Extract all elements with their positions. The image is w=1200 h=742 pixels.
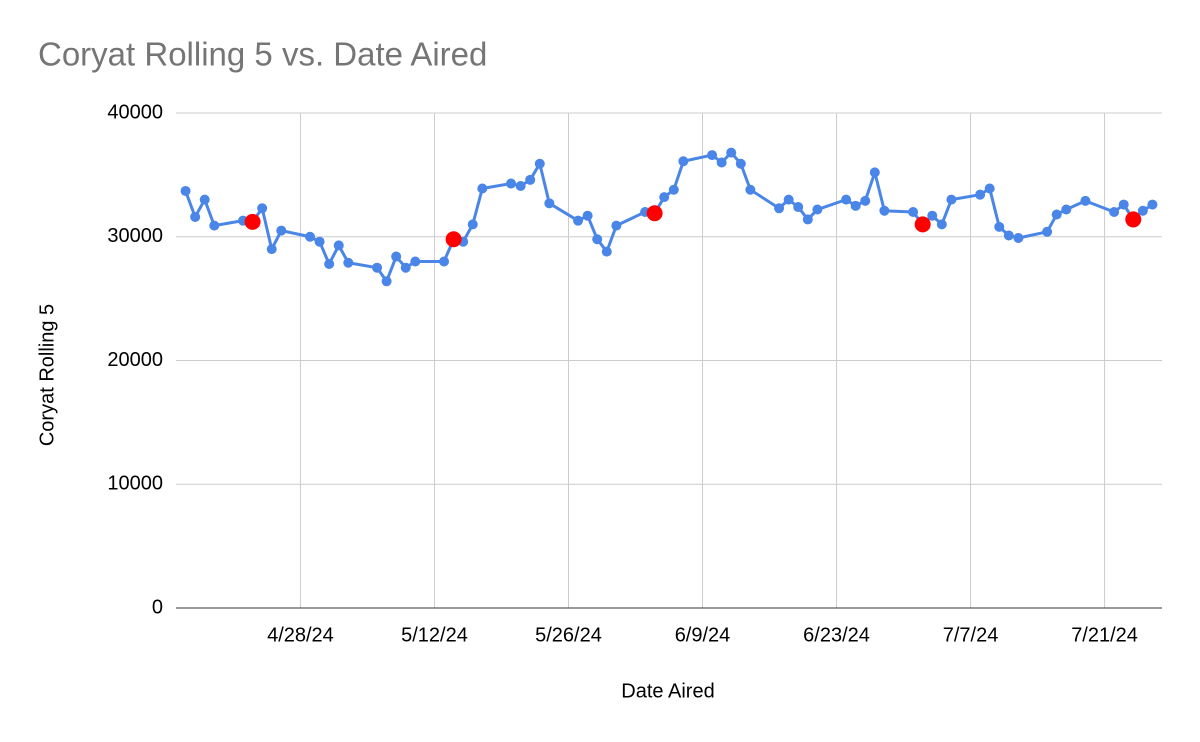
x-tick-label: 4/28/24 (267, 624, 334, 646)
data-point (984, 183, 995, 194)
data-point (802, 214, 813, 225)
data-point (1042, 226, 1053, 237)
data-point (745, 184, 756, 195)
data-point (592, 234, 603, 245)
data-point (410, 256, 421, 267)
data-point (506, 178, 517, 189)
data-point (646, 205, 663, 222)
data-point (707, 150, 718, 161)
data-point (726, 147, 737, 158)
data-point (1137, 205, 1148, 216)
x-axis-label: Date Aired (621, 680, 714, 702)
data-point (305, 231, 316, 242)
data-point (477, 183, 488, 194)
data-point (716, 157, 727, 168)
data-point (467, 219, 478, 230)
data-point (1118, 199, 1129, 210)
data-point (544, 198, 555, 209)
data-point (601, 246, 612, 257)
data-point (515, 181, 526, 192)
data-point (391, 251, 402, 262)
data-point (439, 256, 450, 267)
data-point (1147, 199, 1158, 210)
data-point (190, 211, 201, 222)
data-point (1013, 232, 1024, 243)
x-tick-label: 6/9/24 (675, 624, 731, 646)
data-point (793, 202, 804, 213)
data-point (975, 189, 986, 200)
data-point (850, 200, 861, 211)
data-point (573, 215, 584, 226)
data-point (841, 194, 852, 205)
data-point (445, 231, 462, 248)
data-point (257, 203, 268, 214)
data-point (534, 158, 545, 169)
data-point (1051, 209, 1062, 220)
data-point (244, 213, 261, 230)
data-point (1125, 211, 1142, 228)
data-point (735, 158, 746, 169)
data-point (525, 174, 536, 185)
y-tick-label: 10000 (107, 473, 163, 495)
data-point (860, 195, 871, 206)
data-point (266, 244, 277, 255)
data-point (1003, 230, 1014, 241)
data-point (343, 257, 354, 268)
data-point (946, 194, 957, 205)
data-point (333, 240, 344, 251)
data-point (668, 184, 679, 195)
x-tick-label: 7/7/24 (943, 624, 999, 646)
data-point (869, 167, 880, 178)
data-point (180, 185, 191, 196)
y-axis-label: Coryat Rolling 5 (36, 304, 58, 446)
data-point (678, 156, 689, 167)
y-tick-label: 0 (152, 596, 163, 618)
data-point (209, 220, 220, 231)
data-point (927, 210, 938, 221)
data-point (1080, 195, 1091, 206)
data-point (199, 194, 210, 205)
x-tick-label: 6/23/24 (803, 624, 870, 646)
data-point (372, 262, 383, 273)
data-point (324, 258, 335, 269)
data-point (659, 192, 670, 203)
x-tick-label: 7/21/24 (1071, 624, 1138, 646)
data-point (582, 210, 593, 221)
data-point (400, 262, 411, 273)
x-tick-label: 5/12/24 (401, 624, 468, 646)
data-point (783, 194, 794, 205)
data-point (314, 236, 325, 247)
data-point (812, 204, 823, 215)
data-point (774, 203, 785, 214)
data-point (381, 276, 392, 287)
data-point (276, 225, 287, 236)
y-tick-label: 30000 (107, 225, 163, 247)
chart-title: Coryat Rolling 5 vs. Date Aired (38, 36, 487, 73)
data-point (879, 205, 890, 216)
y-tick-label: 20000 (107, 349, 163, 371)
data-point (908, 207, 919, 217)
data-point (1109, 207, 1120, 217)
data-point (1061, 204, 1072, 215)
data-point (994, 221, 1005, 232)
data-point (914, 216, 931, 233)
x-tick-label: 5/26/24 (535, 624, 602, 646)
data-point (611, 220, 622, 231)
data-point (936, 219, 947, 230)
y-tick-label: 40000 (107, 101, 163, 123)
